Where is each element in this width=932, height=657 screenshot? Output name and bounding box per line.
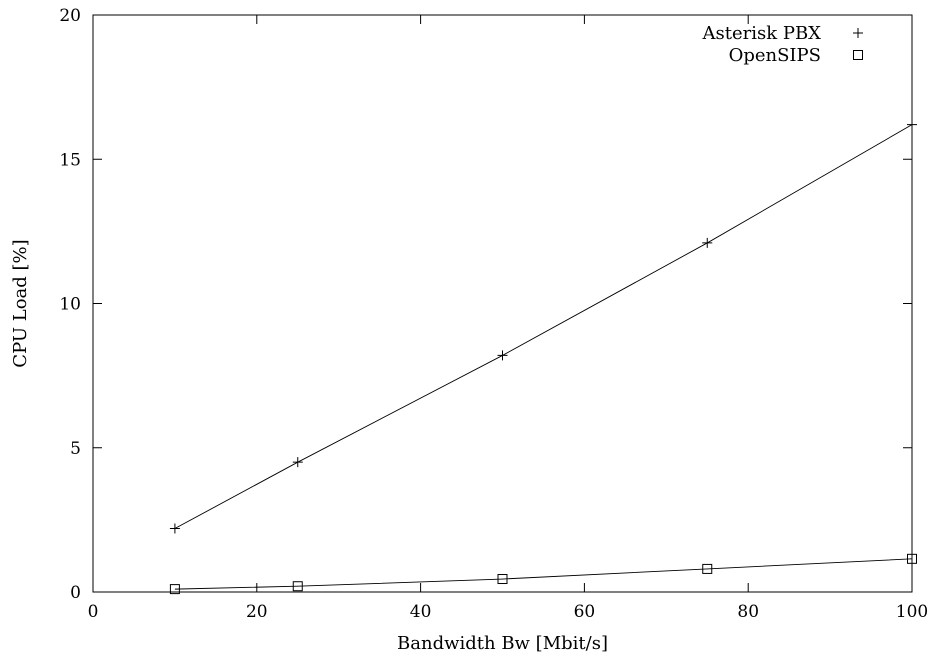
x-tick-label: 100 — [896, 602, 928, 622]
x-axis: 0 20 40 60 80 100 — [88, 15, 928, 622]
data-point-opensips — [169, 584, 180, 595]
x-tick-label: 20 — [246, 602, 268, 622]
y-axis: 0 5 10 15 20 — [59, 6, 912, 603]
data-point-asterisk-pbx — [497, 350, 508, 361]
x-tick-label: 40 — [410, 602, 432, 622]
series-line-asterisk-pbx — [174, 124, 913, 529]
data-point-asterisk-pbx — [292, 457, 303, 468]
y-axis-label: CPU Load [%] — [10, 239, 31, 367]
y-tick-label: 0 — [70, 583, 81, 603]
data-point-asterisk-pbx — [702, 237, 713, 248]
legend-label-opensips: OpenSIPS — [729, 45, 821, 66]
y-tick-label: 20 — [59, 6, 81, 26]
y-tick-label: 5 — [70, 439, 81, 459]
series-opensips — [169, 553, 917, 595]
data-point-asterisk-pbx — [907, 119, 917, 130]
y-tick-label: 15 — [59, 150, 81, 170]
data-point-opensips — [292, 581, 303, 592]
data-point-opensips — [907, 553, 917, 564]
data-point-opensips — [702, 563, 713, 574]
series-layer — [169, 119, 917, 595]
plot-area — [92, 14, 913, 593]
data-point-asterisk-pbx — [169, 523, 180, 534]
legend-marker-asterisk-pbx — [853, 28, 863, 38]
plot-frame — [92, 14, 913, 593]
x-axis-label: Bandwidth Bw [Mbit/s] — [397, 633, 608, 654]
x-tick-label: 0 — [88, 602, 99, 622]
x-tick-label: 80 — [737, 602, 759, 622]
legend-marker-opensips — [853, 50, 863, 60]
y-tick-label: 10 — [59, 295, 81, 315]
series-line-opensips — [174, 558, 913, 590]
legend-label-asterisk-pbx: Asterisk PBX — [701, 23, 821, 44]
series-asterisk-pbx — [169, 119, 917, 534]
x-tick-label: 60 — [574, 602, 596, 622]
data-point-opensips — [497, 574, 508, 585]
